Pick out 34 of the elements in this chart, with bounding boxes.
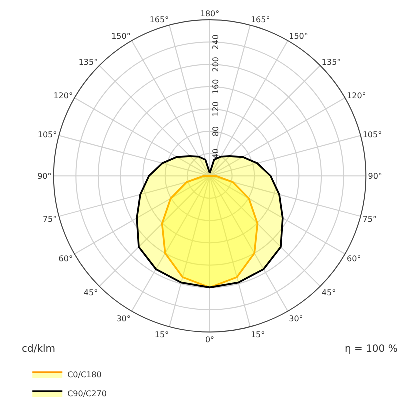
spoke-label: 165° <box>150 15 170 24</box>
spoke-label: 90° <box>38 172 52 181</box>
y-tick-label: 120 <box>212 102 220 117</box>
spoke-label: 105° <box>38 130 58 140</box>
spoke-label: 75° <box>42 214 58 224</box>
spoke-label: 105° <box>362 130 382 140</box>
spoke-label: 15° <box>250 330 266 340</box>
spoke-label: 150° <box>289 32 308 42</box>
y-tick-label: 80 <box>212 126 220 137</box>
spoke-label: 120° <box>54 92 73 101</box>
spoke-label: 45° <box>322 288 336 298</box>
spoke-label: 30° <box>289 314 304 324</box>
spoke-label: 75° <box>362 214 378 224</box>
legend-label: C90/C270 <box>68 390 107 399</box>
spoke-label: 150° <box>112 32 131 42</box>
y-tick-label: 200 <box>212 56 220 72</box>
spoke-label: 15° <box>154 330 170 340</box>
spoke-label: 0° <box>205 335 215 344</box>
spoke-label: 180° <box>200 9 220 18</box>
text: η = 100 % <box>345 344 398 355</box>
spoke-label: 45° <box>84 288 98 298</box>
spoke-label: 135° <box>322 58 342 68</box>
spoke-label: 135° <box>78 58 98 68</box>
y-tick-label: 240 <box>212 34 220 50</box>
y-tick-label: 160 <box>212 79 220 95</box>
spoke-label: 90° <box>368 172 382 181</box>
text: cd/klm <box>22 344 56 355</box>
legend-label: C0/C180 <box>68 370 102 380</box>
spoke-label: 30° <box>116 314 131 324</box>
y-tick-label: 40 <box>212 148 220 159</box>
spoke-label: 165° <box>250 15 270 24</box>
spoke-label: 60° <box>347 254 362 264</box>
spoke-label: 60° <box>58 254 73 264</box>
spoke-label: 120° <box>347 92 366 101</box>
